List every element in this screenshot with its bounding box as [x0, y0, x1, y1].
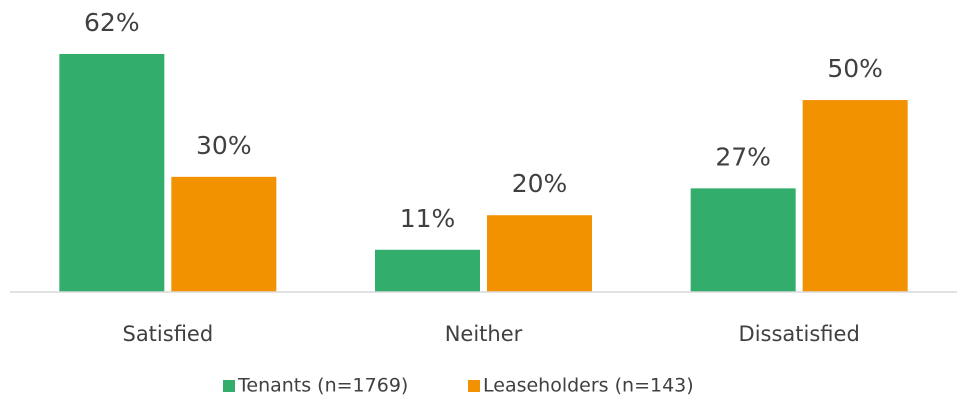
bar: [802, 100, 908, 292]
data-label: 30%: [196, 131, 252, 160]
data-label: 11%: [400, 204, 456, 233]
data-label: 20%: [512, 169, 568, 198]
bar: [375, 249, 480, 292]
data-label: 62%: [84, 8, 140, 37]
data-label: 27%: [715, 142, 771, 171]
bar: [171, 176, 277, 292]
legend-swatch: [468, 380, 480, 392]
bar: [59, 54, 165, 292]
bar: [487, 215, 592, 292]
x-tick-label: Neither: [445, 322, 523, 346]
legend-swatch: [223, 380, 235, 392]
x-tick-label: Satisfied: [122, 322, 213, 346]
legend-label: Leaseholders (n=143): [483, 375, 694, 397]
x-tick-label: Dissatisfied: [739, 322, 860, 346]
bar: [690, 188, 796, 292]
data-label: 50%: [827, 54, 883, 83]
legend-label: Tenants (n=1769): [237, 375, 408, 397]
